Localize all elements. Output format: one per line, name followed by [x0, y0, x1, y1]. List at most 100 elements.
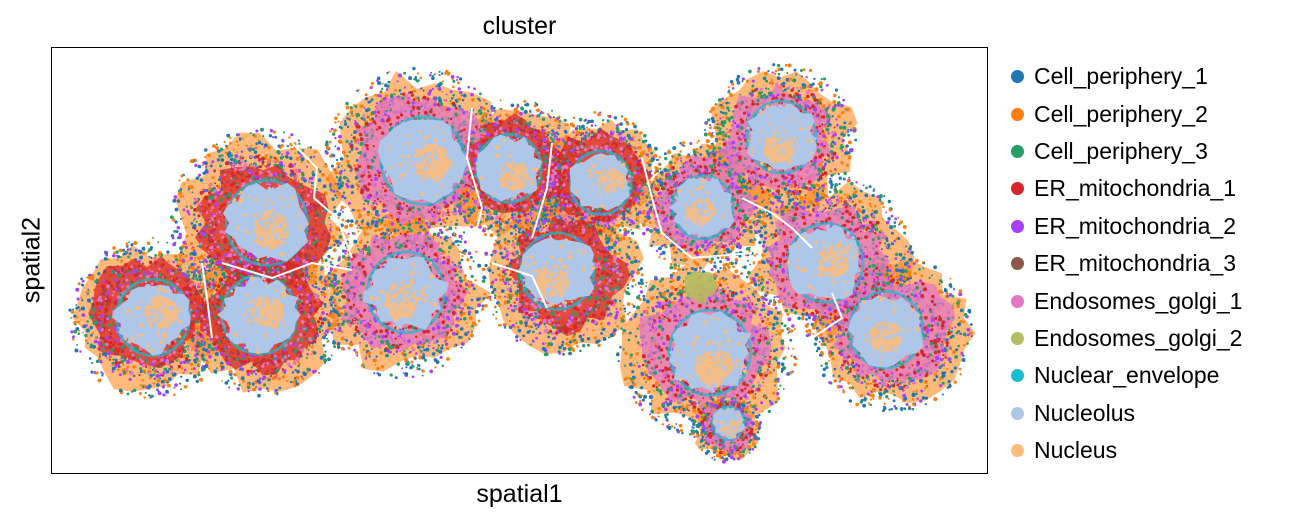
scatter-point	[112, 246, 116, 250]
scatter-point	[334, 136, 337, 140]
scatter-point	[281, 153, 284, 156]
scatter-point	[466, 219, 471, 223]
scatter-point	[471, 221, 474, 224]
scatter-point	[333, 128, 337, 133]
scatter-point	[296, 369, 300, 374]
scatter-point	[644, 200, 647, 203]
scatter-point	[771, 194, 775, 198]
scatter-point	[339, 209, 342, 212]
scatter-point	[144, 391, 147, 394]
scatter-point	[174, 207, 179, 212]
scatter-point	[635, 219, 638, 222]
scatter-point	[820, 88, 824, 92]
scatter-point	[651, 156, 655, 159]
scatter-point	[277, 377, 281, 381]
scatter-point	[224, 381, 229, 385]
scatter-point	[89, 343, 94, 347]
scatter-point	[229, 157, 234, 162]
scatter-point	[668, 160, 673, 165]
scatter-point	[704, 129, 706, 131]
scatter-point	[120, 259, 124, 263]
scatter-point	[322, 353, 327, 358]
scatter-point	[616, 224, 621, 228]
scatter-point	[564, 137, 568, 141]
scatter-point	[736, 74, 741, 79]
scatter-point	[834, 172, 837, 175]
scatter-point	[132, 388, 137, 393]
scatter-point	[787, 63, 792, 68]
scatter-point	[133, 241, 138, 245]
scatter-point	[128, 241, 130, 244]
scatter-point	[718, 146, 722, 150]
scatter-point	[192, 219, 195, 222]
scatter-point	[442, 80, 445, 83]
scatter-point	[191, 246, 194, 249]
scatter-point	[210, 162, 213, 165]
scatter-point	[403, 86, 407, 89]
scatter-point	[470, 283, 475, 287]
scatter-point	[223, 140, 226, 144]
scatter-point	[741, 80, 744, 83]
scatter-point	[754, 222, 757, 225]
scatter-point	[333, 209, 337, 213]
scatter-point	[674, 161, 677, 165]
scatter-point	[648, 159, 651, 162]
scatter-point	[768, 197, 771, 200]
scatter-point	[811, 90, 813, 92]
scatter-point	[191, 191, 194, 194]
scatter-point	[652, 184, 657, 188]
scatter-point	[849, 128, 853, 132]
scatter-point	[74, 323, 77, 326]
scatter-point	[529, 110, 532, 113]
scatter-point	[354, 176, 359, 180]
scatter-point	[813, 77, 816, 81]
scatter-point	[798, 201, 802, 204]
scatter-point	[172, 242, 176, 247]
scatter-point	[115, 250, 119, 254]
scatter-point	[392, 228, 397, 233]
scatter-point	[337, 113, 340, 116]
scatter-point	[745, 79, 749, 83]
scatter-point	[325, 145, 330, 150]
scatter-point	[754, 231, 757, 235]
scatter-point	[640, 151, 644, 156]
scatter-point	[594, 124, 597, 127]
scatter-point	[767, 88, 770, 90]
scatter-point	[337, 191, 341, 195]
scatter-point	[721, 97, 725, 101]
scatter-point	[800, 75, 804, 78]
scatter-point	[221, 154, 224, 157]
scatter-point	[178, 253, 182, 257]
scatter-point	[490, 216, 494, 220]
scatter-point	[91, 361, 94, 365]
scatter-point	[88, 290, 91, 293]
scatter-point	[630, 137, 634, 141]
scatter-point	[727, 90, 731, 94]
scatter-point	[241, 137, 244, 140]
scatter-point	[184, 245, 188, 249]
scatter-point	[663, 168, 668, 172]
scatter-point	[156, 383, 160, 387]
scatter-point	[728, 101, 731, 104]
scatter-point	[462, 93, 467, 98]
scatter-point	[842, 98, 846, 102]
scatter-point	[657, 247, 660, 251]
scatter-point	[75, 327, 80, 331]
scatter-point	[382, 216, 385, 219]
scatter-point	[235, 140, 239, 143]
scatter-point	[828, 122, 832, 127]
scatter-point	[717, 158, 720, 161]
scatter-point	[333, 298, 337, 302]
scatter-point	[339, 157, 344, 161]
scatter-point	[141, 378, 144, 382]
scatter-point	[89, 273, 93, 277]
scatter-point	[396, 80, 399, 83]
scatter-point	[759, 226, 764, 230]
scatter-point	[99, 360, 103, 364]
scatter-point	[494, 223, 499, 228]
scatter-point	[467, 208, 470, 211]
scatter-point	[536, 108, 540, 113]
scatter-point	[601, 119, 605, 122]
scatter-point	[180, 375, 183, 378]
scatter-point	[298, 170, 301, 173]
